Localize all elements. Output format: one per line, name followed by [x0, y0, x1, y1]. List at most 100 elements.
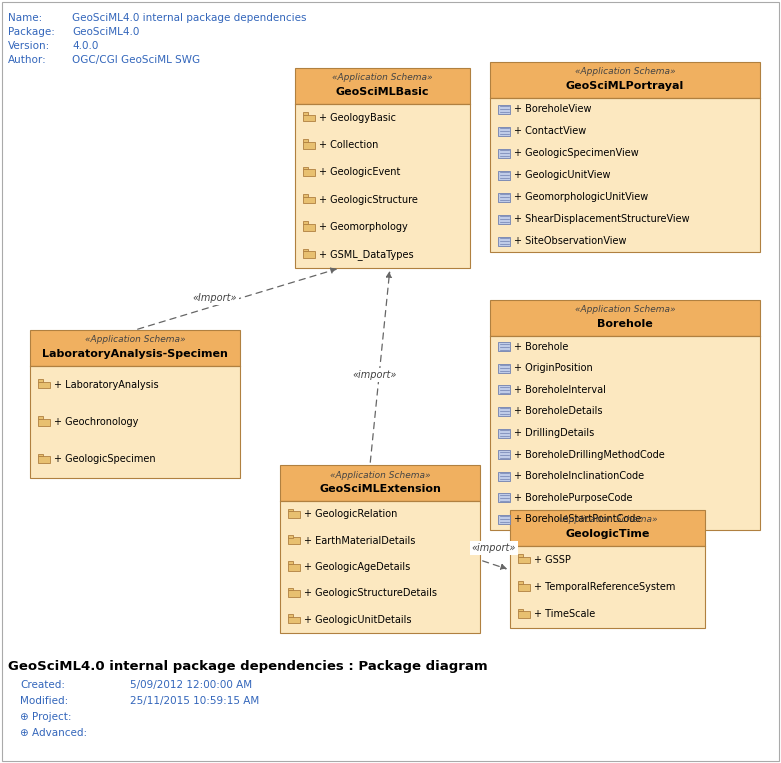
Text: + ShearDisplacementStructureView: + ShearDisplacementStructureView — [514, 214, 690, 224]
Text: + Geomorphology: + Geomorphology — [319, 222, 408, 232]
FancyBboxPatch shape — [518, 584, 530, 591]
FancyBboxPatch shape — [518, 554, 523, 557]
FancyBboxPatch shape — [510, 510, 705, 546]
FancyBboxPatch shape — [288, 511, 300, 518]
FancyBboxPatch shape — [288, 562, 294, 564]
Text: «import»: «import» — [472, 543, 516, 553]
Text: + GeologicAgeDetails: + GeologicAgeDetails — [304, 562, 410, 572]
Text: «Import»: «Import» — [193, 293, 237, 303]
Text: + GSSP: + GSSP — [534, 555, 571, 565]
FancyBboxPatch shape — [30, 366, 240, 478]
Text: «Application Schema»: «Application Schema» — [575, 67, 676, 76]
Text: + GeologicStructure: + GeologicStructure — [319, 195, 418, 204]
FancyBboxPatch shape — [498, 385, 510, 394]
Text: Name:: Name: — [8, 13, 42, 23]
FancyBboxPatch shape — [518, 556, 530, 563]
FancyBboxPatch shape — [38, 379, 44, 382]
Text: GeoSciMLBasic: GeoSciMLBasic — [336, 87, 430, 97]
FancyBboxPatch shape — [518, 581, 523, 584]
FancyBboxPatch shape — [498, 343, 510, 351]
Text: + BoreholeInterval: + BoreholeInterval — [514, 385, 606, 395]
Text: + Geochronology: + Geochronology — [54, 417, 138, 427]
FancyBboxPatch shape — [498, 170, 510, 179]
Text: + BoreholeStartPointCode: + BoreholeStartPointCode — [514, 514, 641, 524]
Text: 4.0.0: 4.0.0 — [72, 41, 98, 51]
Text: 5/09/2012 12:00:00 AM: 5/09/2012 12:00:00 AM — [130, 680, 252, 690]
Text: + EarthMaterialDetails: + EarthMaterialDetails — [304, 536, 415, 546]
Text: + GeomorphologicUnitView: + GeomorphologicUnitView — [514, 192, 648, 202]
Text: + Collection: + Collection — [319, 140, 378, 150]
FancyBboxPatch shape — [498, 149, 510, 157]
Text: «import»: «import» — [353, 370, 398, 380]
Text: OGC/CGI GeoSciML SWG: OGC/CGI GeoSciML SWG — [72, 55, 200, 65]
FancyBboxPatch shape — [288, 564, 300, 571]
Text: + BoreholeView: + BoreholeView — [514, 104, 591, 114]
Text: + BoreholeDetails: + BoreholeDetails — [514, 407, 602, 417]
FancyBboxPatch shape — [498, 192, 510, 201]
FancyBboxPatch shape — [498, 237, 510, 246]
FancyBboxPatch shape — [38, 419, 50, 426]
FancyBboxPatch shape — [288, 617, 300, 623]
Text: + TemporalReferenceSystem: + TemporalReferenceSystem — [534, 582, 676, 592]
Text: + GeologicUnitView: + GeologicUnitView — [514, 170, 611, 180]
FancyBboxPatch shape — [498, 515, 510, 523]
FancyBboxPatch shape — [30, 330, 240, 366]
FancyBboxPatch shape — [288, 591, 300, 597]
Text: + GeologicStructureDetails: + GeologicStructureDetails — [304, 588, 437, 598]
FancyBboxPatch shape — [498, 493, 510, 502]
Text: + OriginPosition: + OriginPosition — [514, 363, 593, 373]
Text: Modified:: Modified: — [20, 696, 68, 706]
FancyBboxPatch shape — [498, 407, 510, 416]
Text: + SiteObservationView: + SiteObservationView — [514, 236, 626, 246]
Text: «Application Schema»: «Application Schema» — [85, 336, 185, 345]
Text: GeoSciML4.0 internal package dependencies : Package diagram: GeoSciML4.0 internal package dependencie… — [8, 660, 487, 673]
FancyBboxPatch shape — [303, 114, 315, 121]
FancyBboxPatch shape — [303, 221, 308, 224]
FancyBboxPatch shape — [303, 194, 308, 197]
Text: + GeologicUnitDetails: + GeologicUnitDetails — [304, 615, 412, 625]
Text: GeologicTime: GeologicTime — [565, 529, 650, 539]
Text: Borehole: Borehole — [597, 319, 653, 329]
Text: GeoSciMLPortrayal: GeoSciMLPortrayal — [566, 81, 684, 91]
FancyBboxPatch shape — [518, 611, 530, 618]
Text: + ContactView: + ContactView — [514, 126, 587, 136]
FancyBboxPatch shape — [38, 417, 44, 419]
FancyBboxPatch shape — [288, 614, 294, 617]
FancyBboxPatch shape — [280, 465, 480, 501]
Text: GeoSciML4.0 internal package dependencies: GeoSciML4.0 internal package dependencie… — [72, 13, 306, 23]
Text: + BoreholeDrillingMethodCode: + BoreholeDrillingMethodCode — [514, 449, 665, 459]
FancyBboxPatch shape — [288, 535, 294, 538]
FancyBboxPatch shape — [490, 62, 760, 98]
FancyBboxPatch shape — [498, 429, 510, 437]
FancyBboxPatch shape — [303, 112, 308, 114]
Text: ⊕ Advanced:: ⊕ Advanced: — [20, 728, 87, 738]
FancyBboxPatch shape — [498, 214, 510, 224]
FancyBboxPatch shape — [518, 609, 523, 611]
FancyBboxPatch shape — [295, 68, 470, 104]
FancyBboxPatch shape — [38, 454, 44, 456]
Text: Author:: Author: — [8, 55, 47, 65]
FancyBboxPatch shape — [510, 546, 705, 628]
Text: «Application Schema»: «Application Schema» — [332, 73, 433, 82]
FancyBboxPatch shape — [288, 588, 294, 591]
Text: + LaboratoryAnalysis: + LaboratoryAnalysis — [54, 380, 159, 390]
Text: + GeologicSpecimen: + GeologicSpecimen — [54, 454, 155, 465]
FancyBboxPatch shape — [303, 249, 308, 251]
Text: «Application Schema»: «Application Schema» — [575, 305, 676, 314]
FancyBboxPatch shape — [498, 127, 510, 136]
Text: «Application Schema»: «Application Schema» — [330, 471, 430, 479]
FancyBboxPatch shape — [498, 472, 510, 481]
Text: + GSML_DataTypes: + GSML_DataTypes — [319, 249, 414, 259]
FancyBboxPatch shape — [498, 364, 510, 373]
Text: + GeologicSpecimenView: + GeologicSpecimenView — [514, 148, 639, 158]
FancyBboxPatch shape — [303, 251, 315, 258]
FancyBboxPatch shape — [490, 336, 760, 530]
Text: Package:: Package: — [8, 27, 55, 37]
FancyBboxPatch shape — [288, 537, 300, 544]
Text: + Borehole: + Borehole — [514, 342, 569, 352]
Text: + BoreholeInclinationCode: + BoreholeInclinationCode — [514, 471, 644, 481]
FancyBboxPatch shape — [303, 166, 308, 169]
FancyBboxPatch shape — [498, 450, 510, 459]
Text: + GeologicEvent: + GeologicEvent — [319, 167, 401, 177]
Text: ⊕ Project:: ⊕ Project: — [20, 712, 72, 722]
